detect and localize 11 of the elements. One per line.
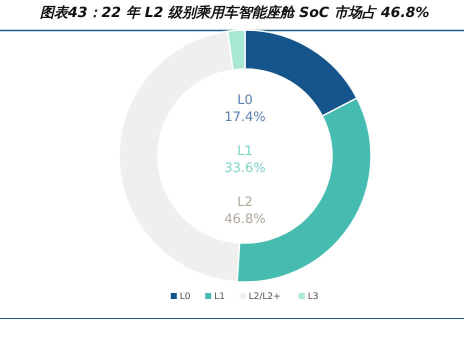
data-label: 17.4% [224, 110, 266, 125]
legend-label: L2/L2+ [248, 292, 281, 302]
text: L1 [237, 144, 253, 159]
legend-label: L0 [180, 292, 191, 302]
legend-label: L3 [308, 292, 319, 302]
chart-title: 图表43：22 年 L2 级别乘用车智能座舱 SoC 市场占 46.8% [40, 4, 430, 21]
data-label: 46.8% [224, 212, 266, 227]
data-label: 33.6% [224, 161, 266, 176]
legend-label: L1 [214, 292, 225, 302]
text: L0 [237, 93, 253, 108]
text: L2 [237, 195, 253, 210]
